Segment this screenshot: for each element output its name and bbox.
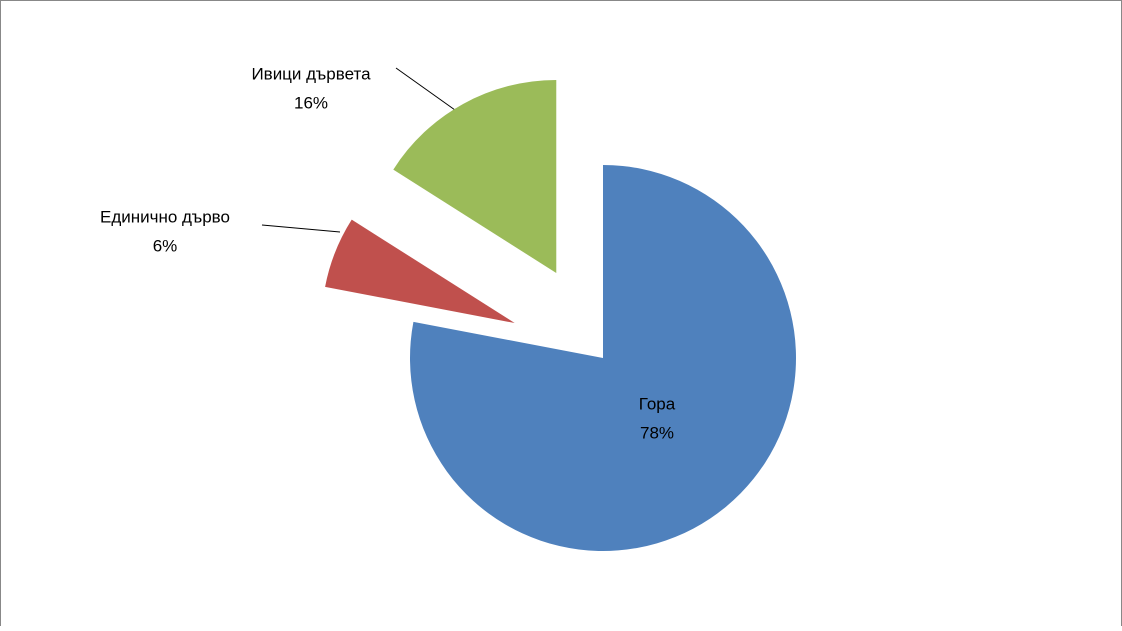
pie-slice [325,219,515,324]
slice-value-label: 78% [640,423,674,442]
slice-value-label: 16% [294,93,328,112]
leader-line [261,224,341,233]
slice-label: Гора [639,394,676,413]
leader-line [395,67,456,111]
slice-value-label: 6% [153,236,178,255]
pie-slice [410,165,797,552]
pie-slice [393,79,557,273]
slice-label: Ивици дървета [251,64,371,83]
slice-label: Единично дърво [100,207,230,226]
